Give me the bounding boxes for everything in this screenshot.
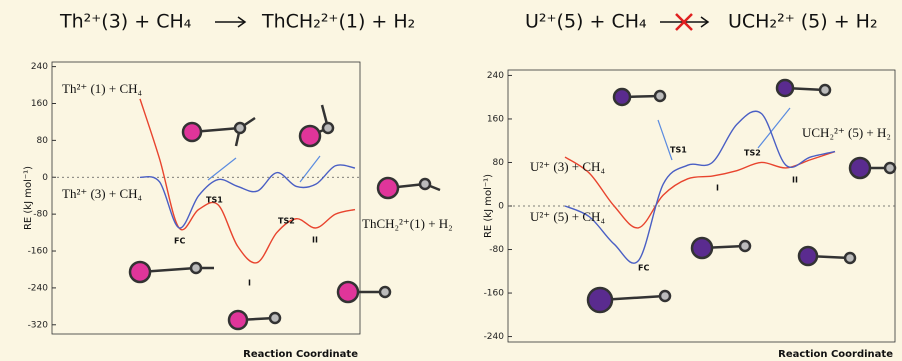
figure: Th²⁺(3) + CH₄ ThCH₂²⁺(1) + H₂ 240 160 80 0 -80… [0, 0, 902, 361]
y-axis-label: RE (kJ mol⁻¹) [23, 166, 34, 230]
y-tick-label: -160 [484, 289, 505, 299]
point-label: I [716, 184, 719, 193]
y-tick-label: -240 [484, 332, 505, 342]
y-tick-label: 0 [498, 202, 504, 212]
state-label: U²⁺ (3) + CH₄ [530, 159, 605, 174]
molecules [130, 80, 895, 329]
y-axis-label: RE (kJ mol⁻¹) [483, 174, 494, 238]
x-axis-label: Reaction Coordinate [778, 349, 893, 360]
energy-curve [565, 152, 835, 228]
y-tick-label: -160 [28, 247, 49, 257]
title-reactants: U²⁺(5) + CH₄ [525, 11, 647, 33]
point-label: I [248, 279, 251, 288]
title-products: ThCH₂²⁺(1) + H₂ [261, 11, 415, 33]
x-axis-label: Reaction Coordinate [243, 349, 358, 360]
state-label: Th²⁺ (3) + CH₄ [62, 186, 142, 201]
y-tick-label: 160 [31, 99, 48, 109]
point-label: TS2 [744, 149, 761, 158]
point-label: TS1 [206, 196, 223, 205]
y-tick-label: 80 [37, 136, 49, 146]
state-label: U²⁺ (5) + CH₄ [530, 209, 605, 224]
state-label: UCH₂²⁺ (5) + H₂ [802, 125, 891, 140]
y-tick-label: -320 [28, 320, 49, 330]
y-tick-label: 240 [487, 71, 504, 81]
energy-curve [140, 165, 355, 228]
y-tick-label: 160 [487, 114, 504, 124]
title-products: UCH₂²⁺ (5) + H₂ [728, 11, 878, 33]
point-label: FC [638, 264, 649, 273]
state-label: Th²⁺ (1) + CH₄ [62, 81, 142, 96]
y-tick-label: 80 [493, 158, 505, 168]
y-tick-label: 0 [42, 173, 48, 183]
title-reactants: Th²⁺(3) + CH₄ [59, 11, 192, 33]
point-label: TS1 [670, 146, 687, 155]
y-tick-label: 240 [31, 62, 48, 72]
point-label: TS2 [278, 217, 295, 226]
point-label: II [312, 236, 318, 245]
point-label: II [792, 176, 798, 185]
state-label: ThCH₂²⁺(1) + H₂ [362, 216, 453, 231]
y-tick-label: -80 [33, 210, 48, 220]
point-label: FC [174, 237, 185, 246]
y-tick-label: -240 [28, 283, 49, 293]
y-tick-label: -80 [489, 245, 504, 255]
